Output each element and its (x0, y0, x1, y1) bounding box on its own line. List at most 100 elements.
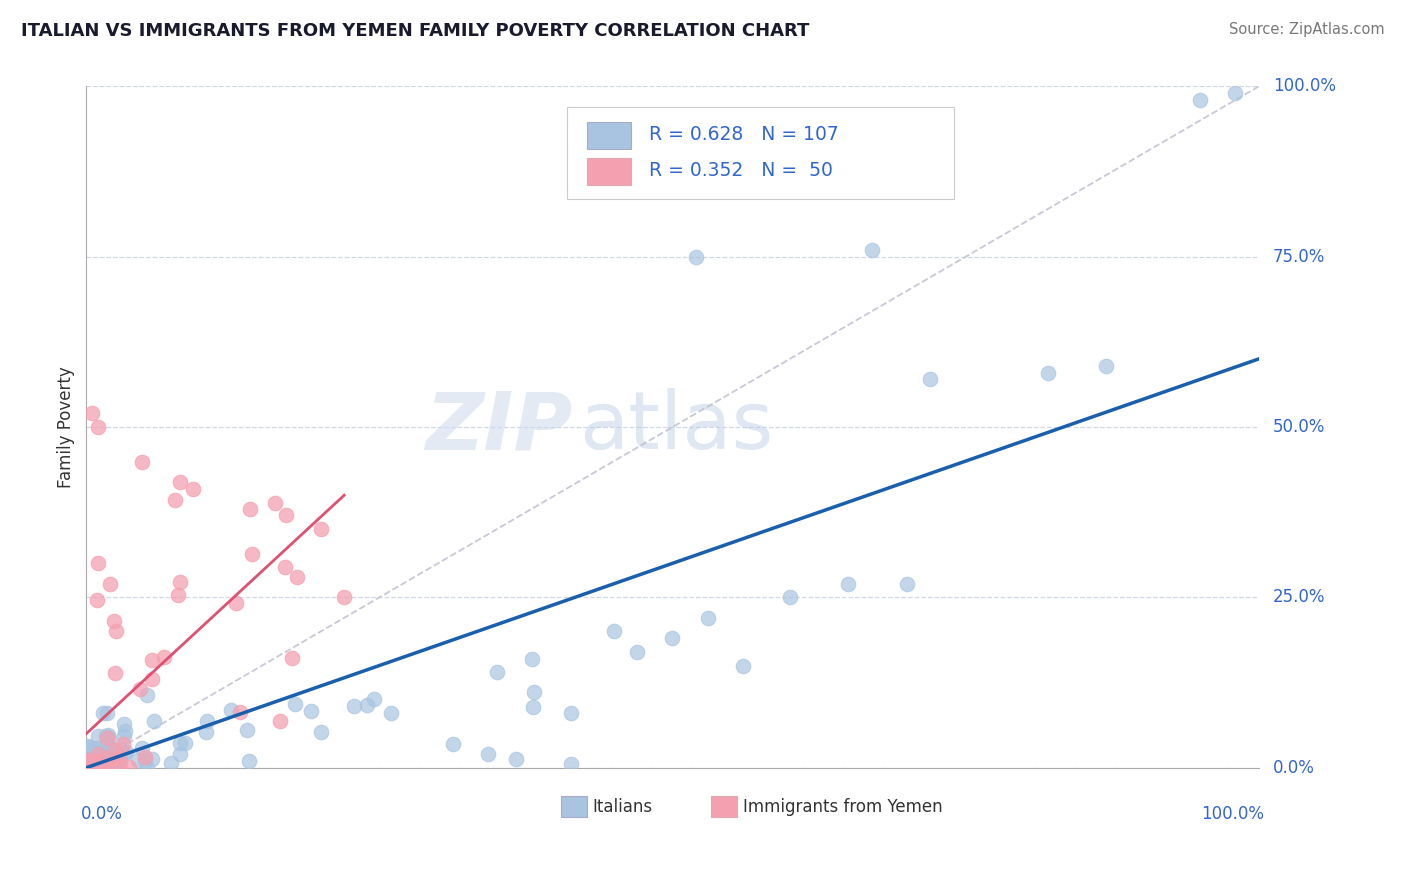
Point (96, 731, 118, 746)
Point (104, 665, 127, 680)
Point (174, 736, 197, 750)
Point (522, 700, 544, 714)
Point (309, 724, 332, 739)
Point (136, 688, 159, 702)
Point (91, 744, 114, 758)
Point (83, 760, 105, 774)
Point (696, 611, 718, 625)
Point (83, 744, 105, 758)
FancyBboxPatch shape (567, 107, 953, 199)
Point (91, 759, 114, 773)
Point (86, 740, 108, 755)
Point (76, 753, 98, 767)
Point (91, 745, 114, 759)
Point (86, 747, 108, 761)
Point (91, 758, 114, 772)
Point (91, 746, 114, 760)
Point (87, 747, 110, 762)
Point (97, 740, 120, 755)
Y-axis label: Family Poverty: Family Poverty (58, 367, 75, 488)
Text: 0.0%: 0.0% (80, 805, 122, 823)
Point (169, 747, 191, 761)
Point (129, 682, 152, 697)
Point (167, 588, 190, 602)
Point (273, 560, 295, 574)
Point (97, 757, 120, 772)
Point (98, 731, 121, 745)
Point (141, 653, 163, 667)
Point (477, 747, 499, 761)
Point (603, 624, 626, 639)
Point (87, 729, 110, 743)
Point (111, 737, 134, 751)
Point (152, 649, 174, 664)
Point (860, 243, 883, 257)
Point (194, 724, 217, 739)
Point (91, 758, 114, 772)
Point (84, 746, 107, 760)
Point (505, 751, 527, 765)
Point (731, 658, 754, 673)
Text: ITALIAN VS IMMIGRANTS FROM YEMEN FAMILY POVERTY CORRELATION CHART: ITALIAN VS IMMIGRANTS FROM YEMEN FAMILY … (21, 22, 810, 40)
Text: 25.0%: 25.0% (1272, 589, 1326, 607)
Point (1095, 359, 1118, 373)
Point (87, 557, 110, 571)
Point (141, 672, 163, 686)
Point (131, 454, 153, 468)
Point (236, 723, 259, 738)
Point (108, 748, 131, 763)
Point (79, 754, 101, 768)
Point (441, 737, 464, 751)
Point (77, 759, 100, 773)
Point (281, 651, 304, 665)
Point (79, 755, 101, 769)
Point (90, 760, 112, 774)
Text: R = 0.628   N = 107: R = 0.628 N = 107 (650, 125, 839, 144)
Point (112, 716, 135, 731)
Point (276, 508, 298, 522)
Point (82, 753, 104, 767)
Point (104, 754, 127, 768)
Point (86, 593, 108, 607)
Point (239, 501, 262, 516)
Text: R = 0.352   N =  50: R = 0.352 N = 50 (650, 161, 832, 179)
Point (264, 496, 287, 510)
Point (82, 407, 104, 421)
Point (77, 739, 100, 753)
Point (240, 547, 263, 561)
Point (94, 729, 117, 743)
Point (837, 576, 859, 591)
Point (97, 728, 120, 742)
Point (626, 645, 648, 659)
Point (169, 475, 191, 489)
Point (920, 372, 942, 386)
Point (229, 705, 252, 719)
Point (107, 752, 129, 766)
Point (134, 750, 156, 764)
Point (96, 736, 118, 750)
FancyBboxPatch shape (586, 122, 631, 149)
FancyBboxPatch shape (711, 797, 737, 817)
Point (108, 760, 131, 774)
Point (114, 745, 136, 759)
Point (1225, 87, 1247, 101)
Point (127, 753, 149, 767)
Point (309, 522, 332, 536)
Text: atlas: atlas (579, 388, 773, 467)
Point (520, 651, 543, 665)
Point (195, 714, 218, 729)
Point (90, 746, 112, 760)
Point (83, 756, 105, 770)
Point (112, 747, 135, 761)
Point (342, 699, 364, 714)
Point (160, 756, 183, 770)
Point (356, 698, 378, 713)
Point (1036, 366, 1059, 380)
Point (87, 759, 110, 773)
Point (86, 755, 108, 769)
Point (181, 482, 204, 496)
Point (131, 740, 153, 755)
Point (83, 757, 105, 772)
Point (103, 614, 125, 628)
Point (84, 759, 107, 773)
